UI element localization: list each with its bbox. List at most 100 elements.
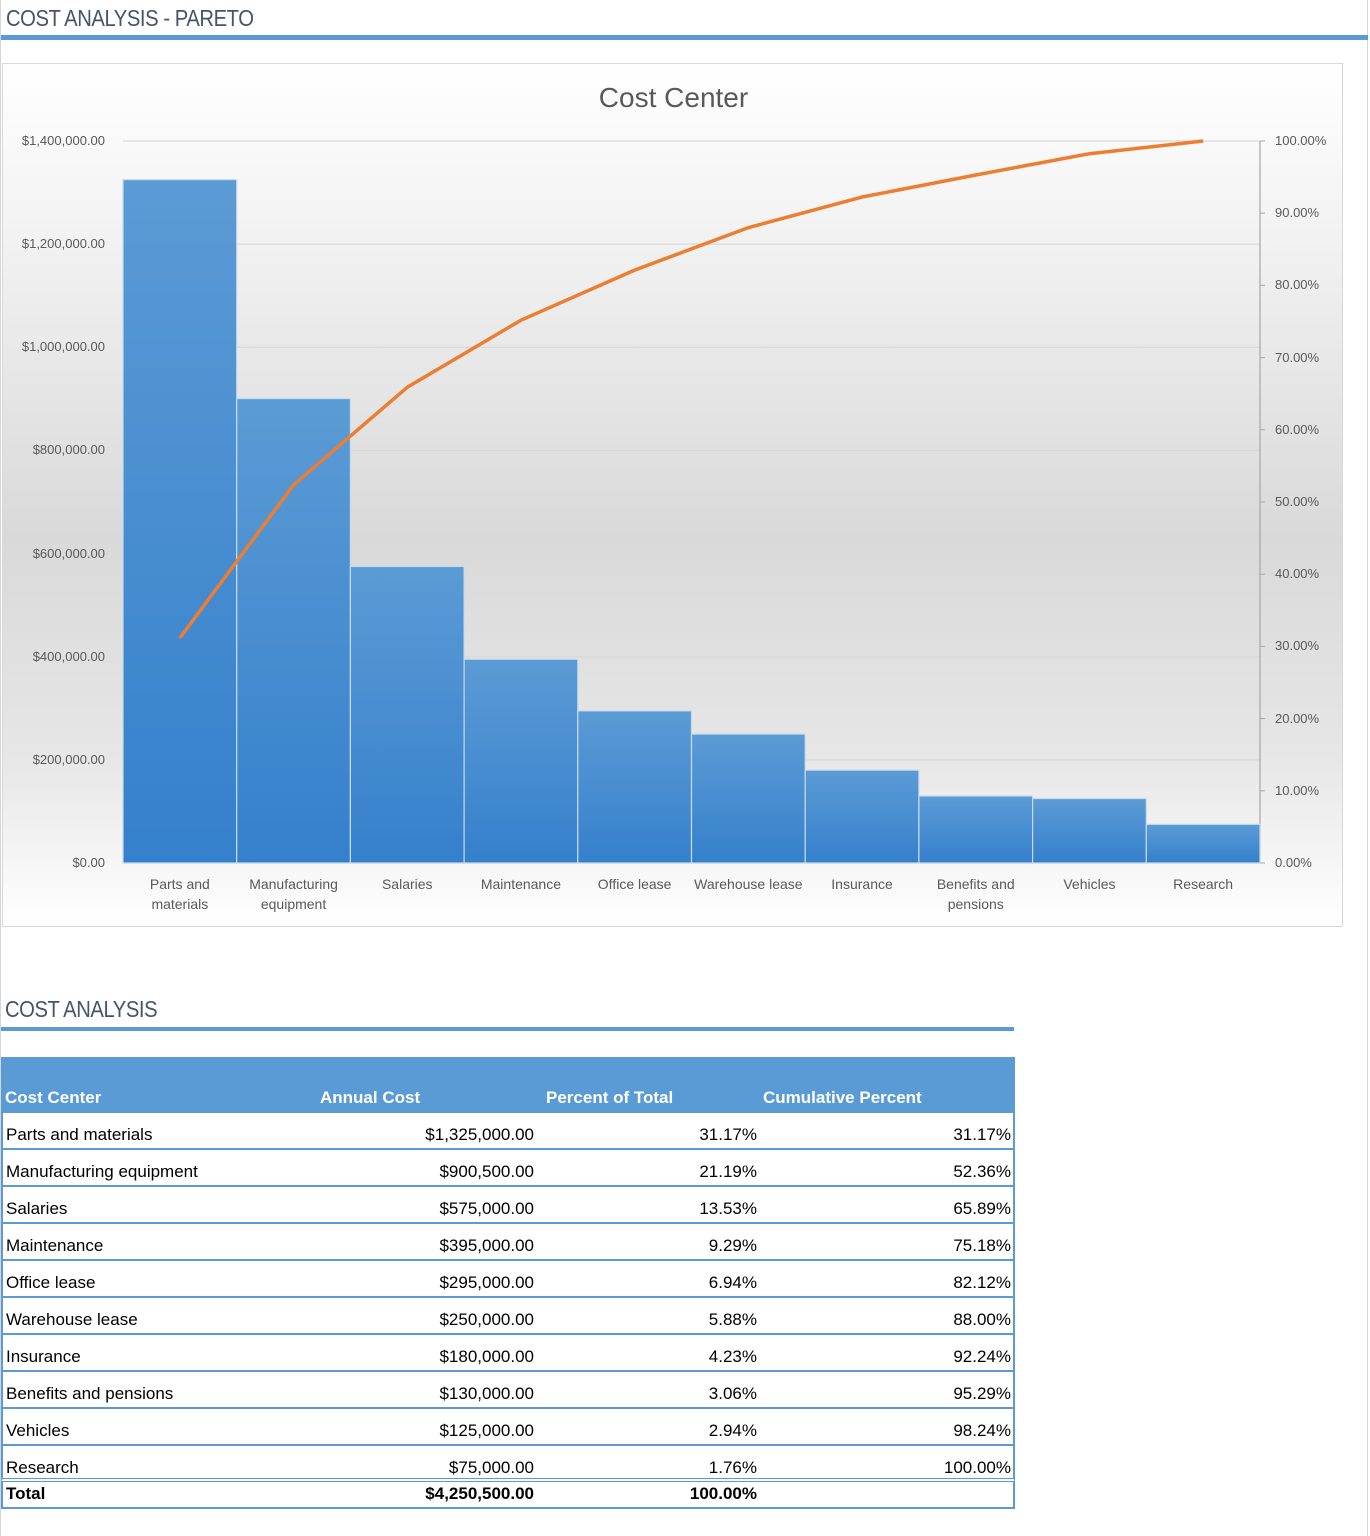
- bar[interactable]: [1031, 797, 1147, 864]
- left-axis-tick-label: $200,000.00: [32, 751, 105, 767]
- cost-center-cell: Salaries: [6, 1199, 68, 1218]
- bar[interactable]: [236, 397, 351, 864]
- percent-of-total-cell: 5.88%: [708, 1310, 757, 1329]
- left-axis-tick-label: $400,000.00: [32, 648, 105, 664]
- percent-of-total-cell: 3.06%: [708, 1384, 757, 1403]
- right-axis-tick-label: 40.00%: [1275, 566, 1320, 582]
- cost-center-cell: Vehicles: [6, 1421, 70, 1440]
- category-label-line: Manufacturing: [249, 876, 338, 892]
- column-header-annual-cost[interactable]: Annual Cost: [320, 1088, 421, 1107]
- sheet-title: COST ANALYSIS - PARETO: [6, 5, 254, 31]
- bar[interactable]: [1145, 823, 1261, 864]
- left-axis-tick-label: $800,000.00: [32, 442, 105, 458]
- right-axis-tick-label: 70.00%: [1275, 349, 1320, 365]
- category-label: Warehouse lease: [691, 874, 805, 894]
- bar[interactable]: [690, 733, 806, 864]
- table-total-row[interactable]: Total $4,250,500.00 100.00%: [1, 1482, 1015, 1509]
- percent-of-total-cell: 21.19%: [699, 1162, 757, 1181]
- table-row[interactable]: Insurance $180,000.00 4.23% 92.24%: [1, 1335, 1015, 1372]
- cost-center-cell: Research: [6, 1458, 79, 1477]
- percent-of-total-cell: 1.76%: [708, 1458, 757, 1477]
- percent-of-total-cell: 4.23%: [708, 1347, 757, 1366]
- title-divider: [1, 35, 1368, 40]
- cost-center-cell: Maintenance: [6, 1236, 104, 1255]
- category-label-line: equipment: [260, 896, 327, 912]
- bar[interactable]: [804, 769, 920, 864]
- category-label-line: Research: [1173, 876, 1234, 892]
- category-label: Parts and materials: [123, 874, 237, 914]
- category-label-line: Warehouse lease: [694, 876, 803, 892]
- category-label: Salaries: [350, 874, 464, 894]
- column-header-cost-center[interactable]: Cost Center: [5, 1088, 102, 1107]
- cumulative-percent-cell: 92.24%: [953, 1347, 1011, 1366]
- category-label: Maintenance: [464, 874, 578, 894]
- section-title: COST ANALYSIS: [5, 996, 158, 1022]
- cost-center-cell: Parts and materials: [6, 1125, 153, 1144]
- annual-cost-cell: $75,000.00: [448, 1458, 534, 1477]
- cost-analysis-table: Cost Center Annual Cost Percent of Total…: [1, 1057, 1015, 1509]
- table-row[interactable]: Parts and materials $1,325,000.00 31.17% 31…: [1, 1113, 1015, 1150]
- left-axis-tick-label: $1,400,000.00: [21, 133, 105, 148]
- table-row[interactable]: Benefits and pensions $130,000.00 3.06% 95.…: [1, 1372, 1015, 1409]
- cumulative-percent-cell: 95.29%: [953, 1384, 1011, 1403]
- left-axis-tick-label: $600,000.00: [32, 545, 105, 561]
- annual-cost-cell: $295,000.00: [439, 1273, 534, 1292]
- table-row[interactable]: Research $75,000.00 1.76% 100.00%: [1, 1446, 1015, 1482]
- category-label-line: Vehicles: [1063, 876, 1116, 892]
- table-row[interactable]: Maintenance $395,000.00 9.29% 75.18%: [1, 1224, 1015, 1261]
- right-axis-tick-label: 20.00%: [1275, 710, 1320, 726]
- bar[interactable]: [463, 658, 579, 864]
- cost-center-cell: Benefits and pensions: [6, 1384, 174, 1403]
- column-header-cumulative-percent[interactable]: Cumulative Percent: [763, 1088, 922, 1107]
- category-label-line: Insurance: [831, 876, 893, 892]
- right-axis-tick-label: 10.00%: [1275, 782, 1320, 798]
- right-axis-tick-label: 80.00%: [1275, 277, 1320, 293]
- table-row[interactable]: Salaries $575,000.00 13.53% 65.89%: [1, 1187, 1015, 1224]
- bar[interactable]: [918, 795, 1034, 864]
- cumulative-percent-line[interactable]: [178, 139, 1204, 639]
- annual-cost-cell: $180,000.00: [439, 1347, 534, 1366]
- table-row[interactable]: Office lease $295,000.00 6.94% 82.12%: [1, 1261, 1015, 1298]
- total-label: Total: [6, 1484, 46, 1503]
- category-label-line: materials: [151, 896, 209, 912]
- cost-center-cell: Insurance: [6, 1347, 81, 1366]
- column-header-percent-of-total[interactable]: Percent of Total: [546, 1088, 674, 1107]
- page-edge-left: [0, 0, 1, 1536]
- category-label: Vehicles: [1032, 874, 1146, 894]
- table-row[interactable]: Manufacturing equipment $900,500.00 21.19%…: [1, 1150, 1015, 1187]
- right-axis-tick-label: 90.00%: [1275, 205, 1320, 221]
- left-axis-tick-label: $1,000,000.00: [21, 339, 105, 355]
- category-label: Office lease: [578, 874, 692, 894]
- chart-plot-area: [122, 139, 1265, 864]
- percent-of-total-cell: 13.53%: [699, 1199, 757, 1218]
- percent-of-total-cell: 6.94%: [708, 1273, 757, 1292]
- cumulative-percent-cell: 31.17%: [953, 1125, 1011, 1144]
- category-label-line: Parts and: [149, 876, 210, 892]
- annual-cost-cell: $130,000.00: [439, 1384, 534, 1403]
- bar[interactable]: [122, 179, 238, 864]
- cost-center-cell: Manufacturing equipment: [6, 1162, 198, 1181]
- category-label-line: Salaries: [381, 876, 433, 892]
- page-edge-right: [1367, 0, 1368, 1536]
- cumulative-percent-cell: 65.89%: [953, 1199, 1011, 1218]
- right-axis-tick-label: 60.00%: [1275, 421, 1320, 437]
- cost-center-cell: Office lease: [6, 1273, 96, 1292]
- right-axis-tick-label: 50.00%: [1275, 494, 1320, 509]
- right-axis-tick-label: 100.00%: [1275, 133, 1327, 148]
- category-label-line: Benefits and: [936, 876, 1015, 892]
- table-row[interactable]: Vehicles $125,000.00 2.94% 98.24%: [1, 1409, 1015, 1446]
- chart-title: Cost Center: [598, 82, 749, 113]
- right-axis-tick-label: 0.00%: [1275, 855, 1312, 870]
- cost-center-cell: Warehouse lease: [6, 1310, 138, 1329]
- category-label-line: pensions: [947, 896, 1004, 912]
- pareto-chart[interactable]: Cost Center $1,400,000.00 $1,200,000.00 $1…: [2, 63, 1343, 927]
- category-label: Benefits and pensions: [919, 874, 1033, 914]
- table-row[interactable]: Warehouse lease $250,000.00 5.88% 88.00%: [1, 1298, 1015, 1335]
- category-label-line: Maintenance: [480, 876, 562, 892]
- bar[interactable]: [349, 565, 465, 864]
- bar[interactable]: [577, 710, 693, 864]
- right-axis-tick-label: 30.00%: [1275, 638, 1320, 654]
- annual-cost-cell: $900,500.00: [439, 1162, 534, 1181]
- annual-cost-cell: $1,325,000.00: [425, 1125, 534, 1144]
- left-axis-tick-label: $1,200,000.00: [21, 236, 105, 252]
